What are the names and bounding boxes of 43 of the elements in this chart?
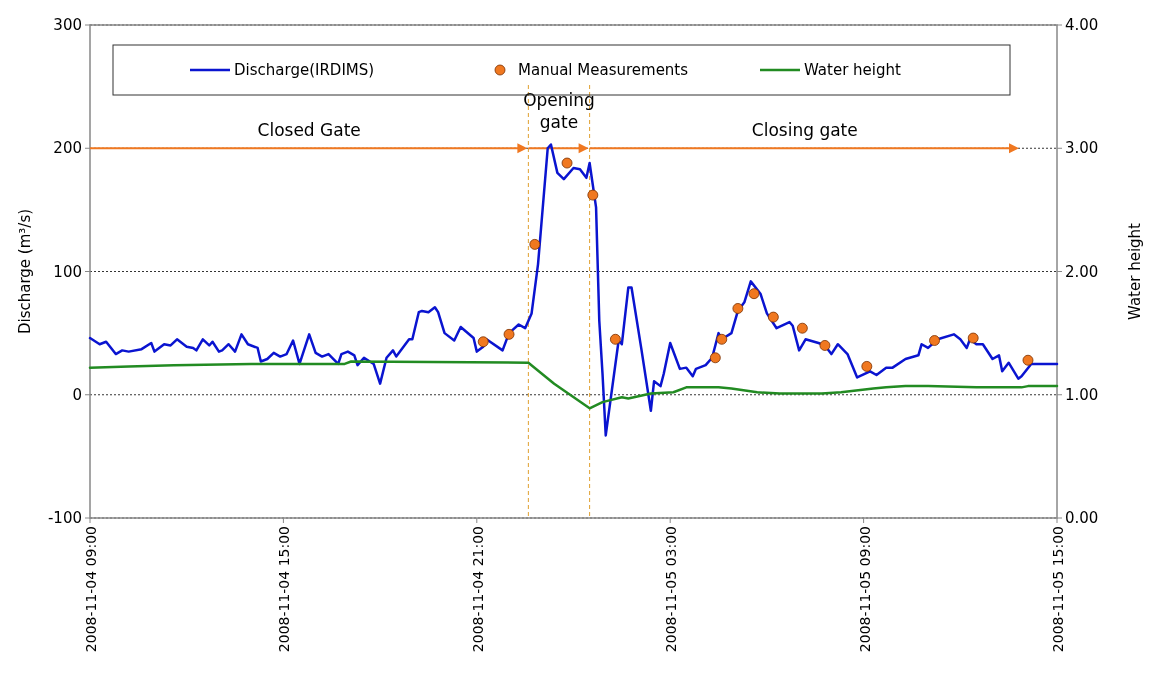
annotation: Closed Gate: [257, 120, 361, 141]
x-tick-label: 2008-11-04 09:00: [83, 526, 99, 653]
point: [967, 332, 979, 344]
y-tick-label: 100: [53, 262, 82, 281]
y2-tick-label: 3.00: [1065, 139, 1099, 158]
y-tick-label: -100: [47, 509, 82, 527]
point: [477, 336, 489, 348]
point: [610, 333, 621, 345]
y-tick-label: 0: [72, 385, 82, 404]
y-axis-title: Discharge (m³/s): [16, 208, 34, 335]
point: [748, 288, 760, 300]
point: [1022, 354, 1034, 366]
x-tick-label: 2008-11-04 15:00: [276, 526, 293, 653]
point: [861, 361, 873, 372]
x-tick-label: 2008-11-04 21:00: [469, 526, 486, 653]
legend-label: Discharge(IRDIMS): [234, 61, 375, 79]
y2-tick-label: 0.00: [1065, 509, 1099, 527]
point: [587, 189, 599, 201]
y2-axis-title: Water height: [1126, 222, 1144, 320]
point: [767, 311, 779, 323]
x-tick-label: 2008-11-05 09:00: [856, 526, 873, 653]
line-series: [88, 143, 1059, 437]
y-tick-label: 300: [53, 16, 82, 34]
legend-label: Water height: [804, 61, 902, 79]
point: [709, 352, 721, 364]
annotation: Closing gate: [751, 120, 858, 141]
point: [929, 335, 940, 346]
point: [561, 157, 573, 169]
point: [796, 322, 808, 334]
x-tick-label: 2008-11-05 15:00: [1050, 526, 1066, 653]
point: [732, 303, 744, 314]
x-tick-label: 2008-11-05 03:00: [663, 526, 680, 653]
point: [503, 328, 515, 340]
annotation: Opening gate: [523, 90, 595, 133]
legend-label: Manual Measurements: [518, 61, 689, 79]
y2-tick-label: 1.00: [1065, 385, 1099, 404]
y2-tick-label: 2.00: [1065, 262, 1099, 281]
line-series: [88, 360, 1059, 410]
y2-tick-label: 4.00: [1065, 16, 1099, 34]
point: [716, 333, 728, 345]
point: [529, 238, 541, 250]
y-tick-label: 200: [53, 139, 82, 158]
point: [819, 340, 831, 351]
